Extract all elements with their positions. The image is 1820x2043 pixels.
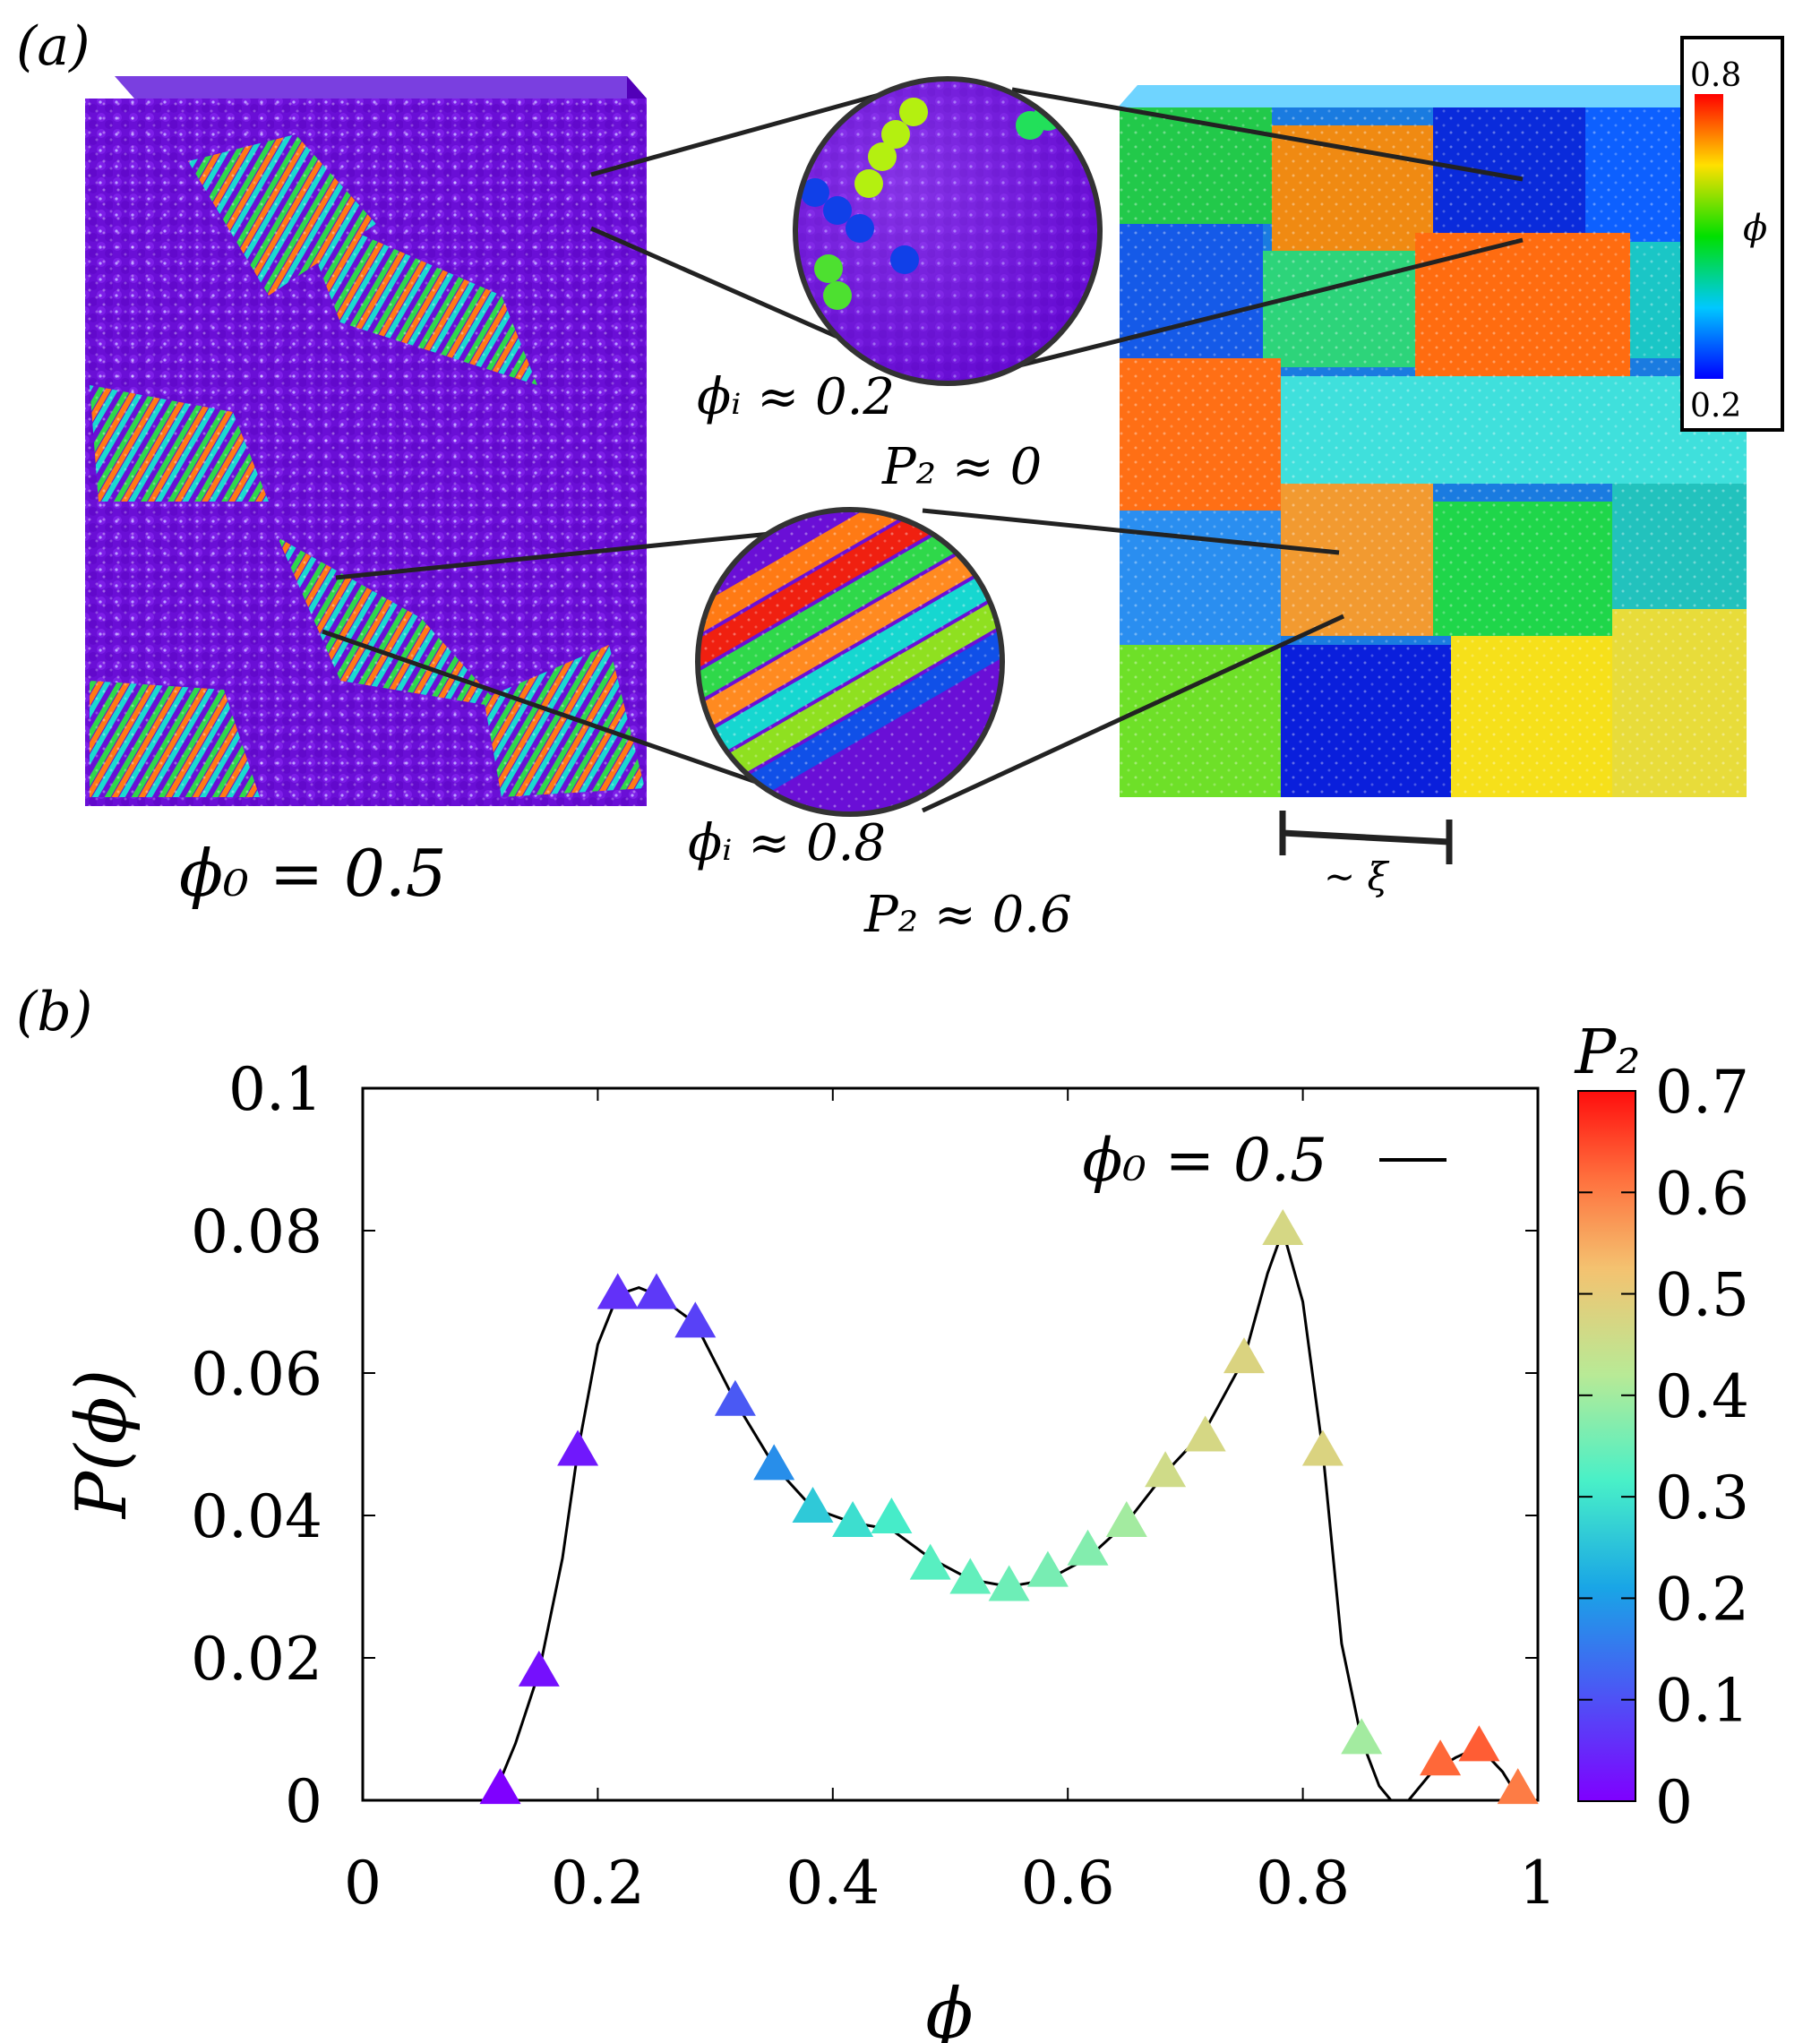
phi-colorbar-max: 0.8	[1690, 57, 1741, 94]
data-point	[1145, 1451, 1187, 1488]
data-point	[792, 1487, 834, 1524]
p2-colorbar-gradient	[1577, 1090, 1636, 1802]
data-point	[479, 1768, 521, 1805]
data-point	[949, 1558, 992, 1594]
x-tick-label: 0.4	[786, 1849, 880, 1918]
x-tick-labels: 0 0.2 0.4 0.6 0.8 1	[344, 1849, 1557, 1918]
data-point	[557, 1429, 599, 1466]
zoom-top-phi-label: ϕᵢ ≈ 0.2	[697, 368, 895, 426]
data-point	[1262, 1209, 1304, 1245]
data-point	[518, 1650, 560, 1687]
phi0-label: ϕ₀ = 0.5	[179, 836, 447, 911]
cb-tick-label: 0.4	[1655, 1362, 1749, 1431]
data-point	[714, 1379, 756, 1416]
zoom-circle-top	[793, 76, 1103, 386]
data-point	[832, 1500, 874, 1537]
plot-frame	[361, 1086, 1540, 1802]
data-point	[1223, 1337, 1265, 1374]
data-point	[1184, 1415, 1226, 1452]
data-point	[636, 1273, 677, 1309]
left-simulation-box	[85, 76, 647, 806]
panel-b: (b) 0 0.2 0.4 0.6 0.8 1 00.020.040.060.080.1 …	[16, 981, 1749, 2043]
data-point	[1105, 1500, 1147, 1537]
panel-a-label: (a)	[16, 15, 90, 78]
right-simulation-box	[1118, 85, 1756, 797]
zoom-top-p2-label: P₂ ≈ 0	[881, 438, 1042, 496]
data-point	[1420, 1739, 1462, 1776]
data-point	[1301, 1429, 1344, 1466]
y-tick-label: 0.04	[191, 1482, 322, 1551]
cb-tick-label: 0.6	[1655, 1159, 1749, 1228]
cb-tick-label: 0.5	[1655, 1261, 1749, 1330]
cb-tick-label: 0	[1655, 1768, 1693, 1837]
legend: ϕ₀ = 0.5	[1082, 1126, 1447, 1195]
axis-ticks	[363, 1088, 1538, 1800]
y-tick-labels: 0 0.02 0.04 0.06 0.08 0.1	[191, 1055, 322, 1836]
y-tick-label: 0.08	[191, 1197, 322, 1266]
cb-tick-label: 0.2	[1655, 1565, 1749, 1634]
left-box-top-face	[115, 76, 647, 99]
phi-colorbar-label: ϕ	[1743, 208, 1767, 249]
data-point	[1026, 1550, 1069, 1587]
right-box-top-face	[1118, 85, 1756, 107]
cb-tick-label: 0.7	[1655, 1058, 1749, 1127]
data-point	[909, 1543, 951, 1580]
zoom-circle-bottom	[695, 507, 1005, 817]
panel-b-label: (b)	[16, 981, 92, 1043]
y-tick-label: 0.06	[191, 1340, 322, 1409]
x-tick-label: 0.8	[1256, 1849, 1350, 1918]
p2-colorbar-ticks	[1578, 1191, 1635, 1701]
data-point	[1341, 1718, 1383, 1755]
cb-tick-label: 0.1	[1655, 1667, 1749, 1736]
data-point	[674, 1301, 717, 1338]
x-axis-label: ϕ	[925, 1974, 973, 2043]
y-tick-label: 0	[285, 1767, 322, 1836]
legend-label: ϕ₀ = 0.5	[1082, 1126, 1327, 1195]
cb-tick-label: 0.3	[1655, 1464, 1749, 1532]
p2-colorbar-tick-labels: 0 0.1 0.2 0.3 0.4 0.5 0.6 0.7	[1655, 1058, 1749, 1837]
zoom-bottom-p2-label: P₂ ≈ 0.6	[863, 886, 1072, 944]
data-point	[753, 1444, 795, 1481]
data-point	[871, 1497, 913, 1533]
phi-colorbar: 0.8 0.2 ϕ	[1680, 36, 1784, 432]
x-tick-label: 1	[1519, 1849, 1557, 1918]
x-tick-label: 0.2	[551, 1849, 645, 1918]
y-tick-label: 0.02	[191, 1625, 322, 1694]
data-point	[597, 1273, 639, 1309]
data-point	[1458, 1725, 1500, 1762]
p2-colorbar-title: P₂	[1573, 1017, 1640, 1088]
zoom-bottom-phi-label: ϕᵢ ≈ 0.8	[688, 814, 886, 872]
y-tick-label: 0.1	[228, 1055, 322, 1124]
data-point	[1067, 1529, 1109, 1566]
x-tick-label: 0	[344, 1849, 382, 1918]
y-axis-label: P(ϕ)	[62, 1369, 142, 1521]
phi-colorbar-min: 0.2	[1690, 388, 1741, 425]
data-markers	[479, 1209, 1539, 1805]
data-point	[988, 1565, 1030, 1601]
p2-colorbar: 0 0.1 0.2 0.3 0.4 0.5 0.6 0.7 P₂	[1573, 1017, 1748, 1837]
data-point	[1497, 1768, 1539, 1805]
panel-a: (a)	[16, 15, 1784, 944]
distribution-curve	[363, 1226, 1522, 1802]
scale-bar	[1279, 811, 1453, 864]
scale-bar-label: ~ ξ	[1324, 854, 1390, 898]
x-tick-label: 0.6	[1021, 1849, 1115, 1918]
